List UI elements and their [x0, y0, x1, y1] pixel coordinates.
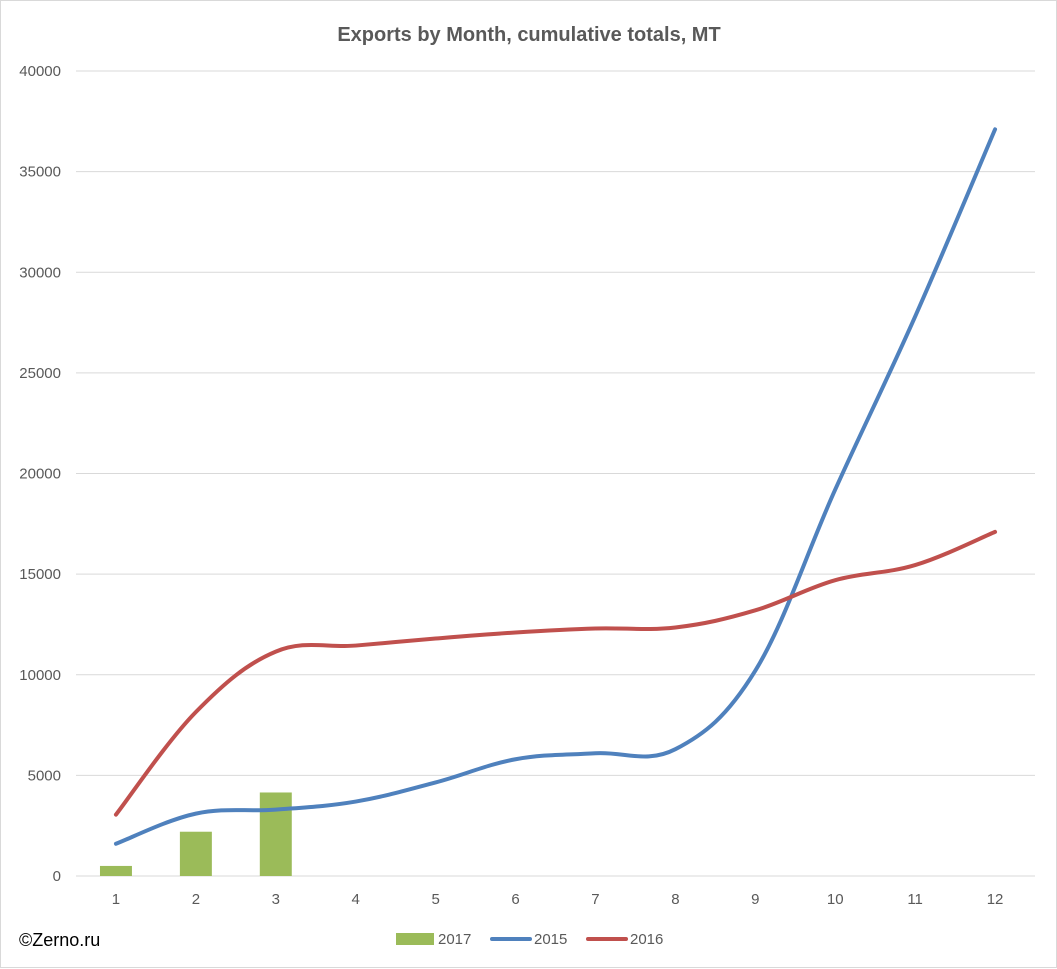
y-tick-label: 40000	[19, 63, 61, 80]
line-series	[116, 129, 995, 843]
x-tick-label: 10	[827, 891, 844, 908]
legend-item-2017: 2017	[396, 931, 471, 948]
y-tick-label: 0	[53, 868, 61, 885]
x-tick-label: 12	[987, 891, 1004, 908]
y-tick-label: 25000	[19, 365, 61, 382]
bar-2017-3	[260, 792, 292, 876]
x-tick-label: 8	[671, 891, 679, 908]
legend-item-2015: 2015	[492, 931, 567, 948]
x-tick-label: 6	[511, 891, 519, 908]
legend-label: 2015	[534, 931, 567, 948]
x-tick-label: 7	[591, 891, 599, 908]
y-tick-label: 30000	[19, 264, 61, 281]
bar-2017-2	[180, 832, 212, 876]
credit-text: ©Zerno.ru	[19, 930, 100, 950]
legend-label: 2016	[630, 931, 663, 948]
y-tick-label: 35000	[19, 164, 61, 181]
legend: 2017 2015 2016	[396, 931, 663, 948]
x-tick-label: 11	[907, 891, 923, 908]
bar-2017-1	[100, 866, 132, 876]
y-tick-label: 5000	[28, 767, 61, 784]
bar-series	[100, 792, 292, 876]
legend-label: 2017	[438, 931, 471, 948]
x-tick-label: 5	[431, 891, 439, 908]
legend-swatch	[396, 933, 434, 945]
x-tick-label: 2	[192, 891, 200, 908]
y-axis-tick-labels: 0 5000 10000 15000 20000 25000 30000 35000 40000	[19, 63, 61, 885]
chart-title: Exports by Month, cumulative totals, MT	[337, 24, 720, 46]
y-tick-label: 10000	[19, 667, 61, 684]
x-tick-label: 4	[352, 891, 360, 908]
y-tick-label: 15000	[19, 566, 61, 583]
legend-item-2016: 2016	[588, 931, 663, 948]
line-series-2015	[116, 129, 995, 843]
x-tick-label: 9	[751, 891, 759, 908]
x-tick-label: 1	[112, 891, 120, 908]
y-tick-label: 20000	[19, 466, 61, 483]
x-tick-label: 3	[272, 891, 280, 908]
